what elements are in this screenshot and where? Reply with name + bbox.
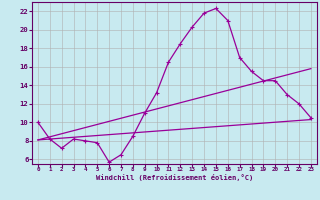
X-axis label: Windchill (Refroidissement éolien,°C): Windchill (Refroidissement éolien,°C) [96,174,253,181]
